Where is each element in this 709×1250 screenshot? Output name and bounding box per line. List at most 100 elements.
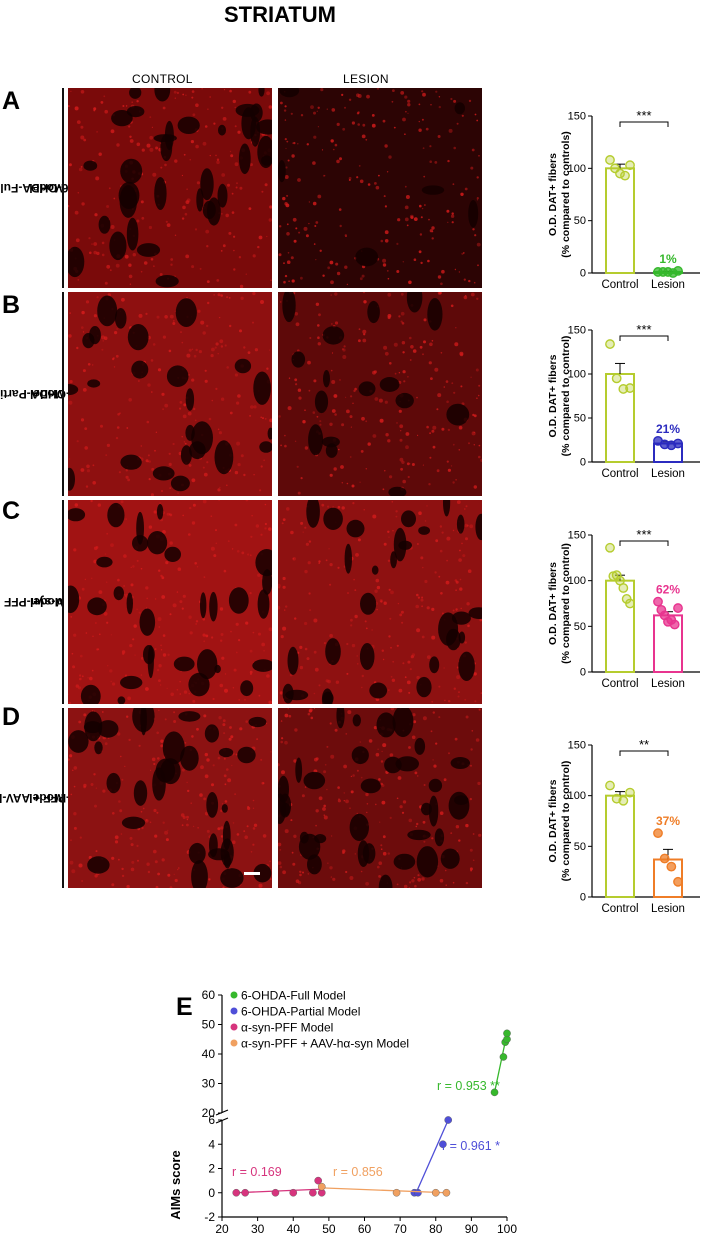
fiber-speck (329, 583, 332, 586)
void-bundle (131, 360, 149, 379)
void-bundle (177, 116, 200, 134)
fiber-speck (284, 609, 286, 611)
void-bundle (185, 388, 195, 411)
fiber-speck (293, 141, 296, 145)
fiber-speck (459, 578, 462, 581)
fiber-speck (298, 396, 302, 400)
fiber-speck (125, 475, 129, 479)
fiber-speck (300, 276, 303, 280)
fiber-speck (220, 345, 224, 348)
fiber-speck (161, 490, 163, 492)
data-point (241, 1188, 249, 1197)
void-bundle (360, 592, 377, 615)
fiber-speck (352, 502, 355, 505)
fiber-speck (207, 301, 210, 305)
fiber-speck (436, 408, 439, 411)
fiber-speck (81, 587, 85, 591)
fiber-speck (455, 479, 457, 481)
fiber-speck (409, 668, 412, 671)
fiber-speck (459, 587, 463, 591)
fiber-speck (145, 586, 149, 590)
fiber-speck (269, 205, 272, 209)
void-bundle (97, 720, 119, 738)
fiber-speck (322, 274, 325, 277)
fiber-speck (140, 674, 143, 676)
fiber-speck (453, 391, 456, 394)
fiber-speck (458, 449, 461, 451)
fiber-speck (93, 107, 97, 111)
void-bundle (98, 215, 111, 234)
fiber-speck (325, 559, 328, 562)
fiber-speck (278, 763, 280, 767)
fiber-speck (348, 98, 352, 101)
fiber-speck (208, 417, 212, 421)
y-tick-label: 150 (568, 530, 586, 542)
fiber-speck (415, 825, 418, 828)
fiber-speck (446, 559, 448, 562)
fiber-speck (224, 800, 228, 803)
fiber-speck (343, 764, 347, 769)
fiber-speck (440, 282, 443, 286)
fiber-speck (472, 833, 475, 835)
fiber-speck (476, 119, 479, 122)
fiber-speck (193, 354, 197, 358)
x-tick-label: 90 (465, 1222, 479, 1236)
significance-bracket (619, 335, 669, 341)
fiber-speck (279, 849, 282, 851)
fiber-speck (476, 397, 478, 399)
fiber-speck (199, 793, 203, 797)
fiber-speck (154, 860, 158, 864)
fiber-speck (210, 515, 213, 517)
data-point (499, 1053, 508, 1061)
fiber-speck (146, 420, 150, 424)
fiber-speck (115, 354, 119, 358)
fiber-speck (193, 407, 196, 411)
fiber-speck (220, 250, 223, 252)
fiber-speck (309, 609, 312, 612)
fiber-speck (153, 265, 155, 268)
fiber-speck (470, 869, 473, 872)
fiber-speck (75, 684, 79, 688)
fiber-speck (399, 438, 403, 442)
fiber-speck (399, 457, 404, 462)
fiber-speck (260, 465, 263, 468)
fiber-speck (455, 580, 459, 584)
void-bundle (395, 756, 419, 772)
y-axis-label: O.D. DAT+ fibers(% compared to control) (547, 761, 572, 882)
fiber-speck (398, 315, 401, 318)
y-tick-label: 0 (580, 457, 586, 469)
fiber-speck (140, 810, 143, 813)
fiber-speck (288, 377, 291, 379)
fiber-speck (325, 679, 329, 683)
fiber-speck (424, 204, 426, 206)
fiber-speck (458, 425, 463, 430)
fiber-speck (102, 789, 106, 793)
fiber-speck (465, 823, 469, 828)
fiber-speck (92, 635, 94, 637)
fiber-speck (304, 647, 308, 651)
fiber-speck (215, 154, 217, 157)
fiber-speck (453, 687, 456, 690)
fiber-speck (186, 823, 189, 827)
fiber-speck (382, 263, 387, 267)
fiber-speck (246, 825, 249, 828)
void-bundle (87, 856, 110, 874)
fiber-speck (179, 401, 183, 404)
fiber-speck (331, 409, 336, 413)
void-bundle (94, 741, 103, 755)
legend-label: α-syn-PFF + AAV-hα-syn Model (241, 1037, 409, 1051)
bar-chart-a: O.D. DAT+ fibers(% compared to controls)… (547, 108, 700, 291)
data-point (271, 1188, 280, 1197)
fiber-speck (222, 886, 225, 888)
fiber-speck (119, 809, 123, 813)
fiber-speck (360, 870, 363, 873)
fiber-speck (361, 686, 363, 689)
fiber-speck (425, 127, 429, 131)
fiber-speck (396, 242, 399, 245)
fiber-speck (284, 713, 289, 718)
fiber-speck (443, 667, 445, 669)
fiber-speck (427, 259, 430, 263)
fiber-speck (229, 324, 232, 328)
fiber-speck (308, 222, 310, 225)
